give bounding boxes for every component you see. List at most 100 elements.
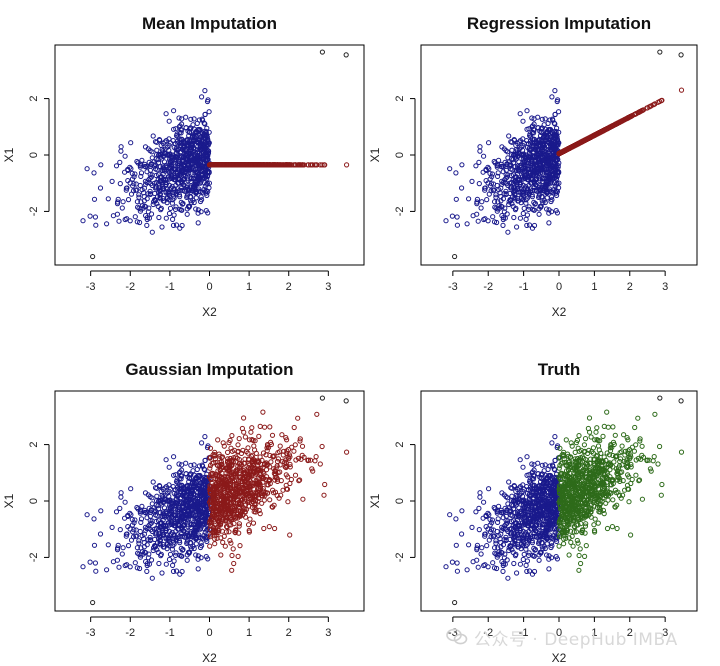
point-observed — [181, 139, 187, 145]
point-imputed — [212, 541, 218, 547]
point-observed — [544, 133, 550, 139]
point-observed — [185, 176, 191, 182]
point-observed — [464, 221, 470, 227]
point-observed — [547, 174, 553, 180]
point-imputed — [291, 424, 297, 431]
point-observed — [199, 440, 205, 446]
point-observed — [186, 187, 192, 193]
point-observed — [482, 187, 488, 193]
point-observed — [166, 482, 172, 488]
point-observed — [192, 167, 198, 173]
point-observed — [549, 94, 555, 100]
point-observed — [549, 197, 555, 203]
point-imputed — [639, 107, 645, 114]
point-observed — [520, 142, 526, 148]
point-observed — [138, 170, 145, 176]
point-observed — [537, 158, 543, 165]
point-observed — [132, 171, 138, 177]
point-observed — [551, 131, 557, 137]
point-observed — [517, 215, 524, 221]
point-observed — [543, 183, 549, 189]
point-observed — [159, 570, 165, 576]
point-observed — [147, 171, 153, 177]
point-observed — [473, 163, 479, 169]
point-observed — [201, 120, 207, 126]
point-observed — [166, 515, 173, 522]
point-observed — [542, 199, 548, 206]
point-observed — [131, 181, 137, 187]
point-observed — [159, 224, 165, 230]
point-observed — [134, 504, 140, 511]
point-observed — [178, 500, 185, 506]
point-observed — [484, 197, 490, 203]
point-observed — [527, 133, 533, 139]
x-tick-label: 2 — [286, 281, 292, 293]
point-observed — [204, 181, 210, 187]
x-tick-label: -3 — [448, 281, 458, 293]
point-imputed — [313, 162, 319, 168]
x-axis: -3 -2 -1 0 1 2 3 — [448, 270, 668, 293]
point-observed — [117, 505, 123, 511]
point-observed — [544, 169, 550, 175]
point-observed — [543, 167, 549, 173]
point-observed — [195, 207, 201, 213]
point-observed — [483, 178, 489, 184]
point-observed — [500, 215, 507, 221]
point-observed — [181, 176, 187, 182]
point-observed — [197, 133, 203, 139]
point-observed — [185, 522, 191, 528]
point-observed — [153, 179, 159, 185]
point-observed — [504, 149, 511, 155]
point-observed — [132, 560, 138, 566]
point-imputed — [208, 162, 214, 168]
point-observed — [195, 155, 201, 161]
point-imputed — [207, 465, 213, 471]
point-observed — [556, 180, 562, 186]
point-imputed — [607, 124, 614, 130]
point-observed — [202, 518, 208, 524]
point-observed — [524, 138, 530, 144]
point-observed — [80, 564, 86, 570]
point-observed — [136, 194, 142, 200]
point-observed — [163, 561, 169, 567]
point-observed — [163, 215, 169, 221]
point-observed — [158, 551, 164, 558]
point-observed — [179, 180, 185, 186]
point-observed — [195, 210, 201, 216]
point-observed — [176, 461, 182, 467]
point-observed — [125, 513, 131, 520]
point-observed — [181, 485, 187, 491]
point-observed — [202, 457, 208, 463]
point-observed — [148, 507, 154, 513]
point-observed — [196, 174, 202, 180]
point-observed — [166, 488, 172, 494]
point-imputed — [590, 133, 596, 139]
chart-title: Regression Imputation — [467, 14, 651, 33]
point-observed — [160, 509, 166, 515]
x-tick-label: 1 — [246, 281, 252, 293]
point-imputed — [229, 552, 235, 559]
point-observed — [190, 503, 196, 509]
point-observed — [552, 111, 558, 118]
point-observed — [173, 479, 180, 485]
point-observed — [170, 216, 176, 222]
point-observed — [206, 109, 212, 115]
point-observed — [170, 138, 176, 144]
point-observed — [503, 188, 509, 194]
point-observed — [84, 166, 90, 172]
point-observed — [104, 221, 110, 227]
point-imputed — [564, 146, 570, 152]
point-observed — [499, 178, 505, 184]
point-observed — [204, 125, 210, 131]
point-observed — [179, 462, 185, 468]
point-observed — [166, 169, 173, 175]
point-observed — [509, 147, 515, 153]
point-observed — [543, 156, 549, 163]
point-observed — [176, 168, 182, 174]
point-imputed — [678, 87, 685, 93]
point-observed — [536, 176, 543, 182]
point-observed — [194, 499, 200, 505]
point-observed — [493, 192, 499, 198]
